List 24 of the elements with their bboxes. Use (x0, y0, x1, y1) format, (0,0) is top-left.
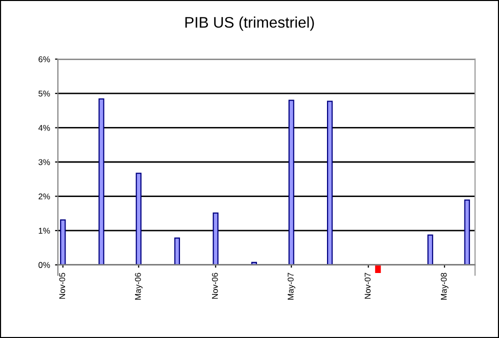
x-tick-label: May-07 (288, 272, 296, 300)
y-tick-label: 3% (38, 159, 50, 166)
bar (427, 234, 434, 266)
y-tick-label: 1% (38, 228, 50, 234)
y-tick-label: 2% (38, 193, 50, 200)
y-tick-label: 6% (38, 56, 50, 62)
bar (288, 100, 294, 266)
bar (136, 172, 142, 266)
y-tick-label: 0% (38, 262, 50, 268)
y-tick-label: 5% (38, 90, 50, 97)
bar (60, 219, 66, 266)
bar (98, 98, 104, 266)
x-tick-label: Nov-05 (59, 272, 66, 299)
bar (212, 212, 218, 266)
y-tick-label: 4% (38, 124, 50, 131)
x-tick-label: Nov-06 (212, 272, 218, 299)
bar (327, 100, 333, 266)
bar (174, 238, 180, 266)
bar (375, 264, 381, 273)
x-tick-label: May-08 (440, 272, 448, 300)
x-tick-label: May-06 (134, 272, 143, 300)
chart-title: PIB US (trimestriel) (185, 16, 314, 31)
x-tick-label: Nov-07 (364, 272, 371, 299)
bar (464, 200, 470, 266)
